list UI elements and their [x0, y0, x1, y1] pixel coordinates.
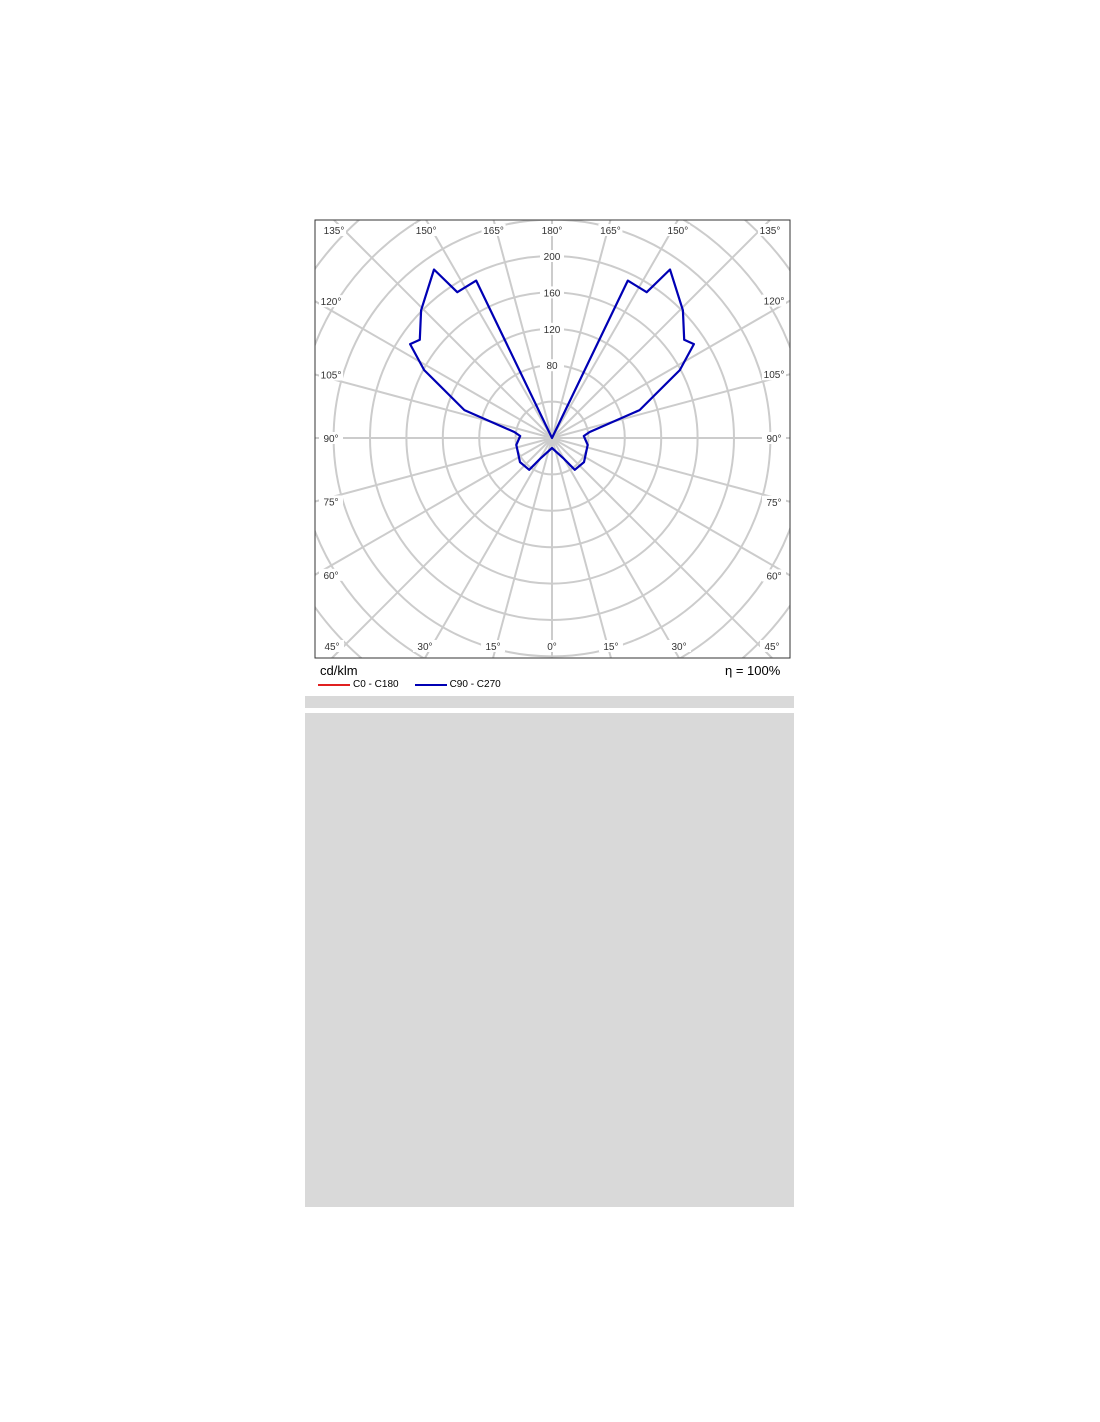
angle-label: 90°	[323, 434, 338, 445]
angle-label: 165°	[600, 226, 621, 237]
angle-label-bg	[762, 432, 786, 444]
grid-spoke	[551, 437, 680, 658]
grid-spoke	[492, 220, 553, 439]
angle-label-bg	[762, 368, 786, 381]
grid-spoke	[492, 437, 553, 658]
legend-label: C90 - C270	[449, 679, 501, 690]
grid-spoke	[424, 437, 553, 658]
radial-tick-label: 160	[544, 288, 561, 299]
angle-label: 105°	[321, 370, 342, 381]
radial-label-bg	[540, 322, 564, 335]
gray-panel	[305, 713, 794, 1207]
polar-chart: 0° 15° 15° 30° 30° 45° 45° 60° 60° 75° 75° 90° 90° 10…	[314, 219, 791, 659]
grid-spoke	[315, 300, 553, 439]
angle-label-bg	[598, 224, 623, 236]
legend-swatch	[414, 683, 447, 686]
efficiency-label: η = 100%	[725, 663, 781, 678]
angle-label: 150°	[416, 226, 437, 237]
legend: C0 - C180 C90 - C270	[318, 679, 501, 690]
angle-label: 120°	[321, 297, 342, 308]
angle-label: 60°	[323, 571, 338, 582]
angle-label-bg	[762, 569, 786, 582]
grid-spoke	[551, 220, 679, 439]
angle-label-bg	[319, 295, 343, 308]
angle-label-bg	[665, 224, 690, 236]
angle-label-bg	[540, 640, 564, 652]
grid-spoke	[551, 437, 773, 658]
angle-label: 15°	[603, 642, 618, 653]
angle-label: 30°	[671, 642, 686, 653]
angle-label-bg	[320, 640, 344, 652]
legend-item-c0-c180: C0 - C180	[318, 679, 399, 690]
angle-label: 30°	[417, 642, 432, 653]
angle-label-bg	[598, 640, 623, 652]
grid-spoke	[551, 437, 790, 503]
angle-label: 180°	[542, 226, 563, 237]
angle-label-bg	[319, 432, 343, 444]
angle-label: 105°	[764, 370, 785, 381]
gray-divider	[305, 696, 794, 708]
angle-label-bg	[540, 224, 564, 236]
angle-label-bg	[319, 568, 343, 581]
legend-swatch	[318, 683, 350, 686]
radial-label-bg	[540, 250, 564, 262]
angle-label-bg	[319, 368, 343, 381]
angle-label-bg	[758, 224, 782, 236]
series-curve-c90-c270	[409, 268, 695, 471]
angle-label: 135°	[324, 226, 345, 237]
angle-label: 45°	[324, 642, 339, 653]
angle-label: 165°	[483, 226, 504, 237]
grid-spoke	[551, 437, 612, 658]
grid-spoke	[551, 437, 790, 577]
angle-label: 135°	[760, 226, 781, 237]
angle-label: 60°	[766, 571, 781, 582]
grid-spoke	[315, 437, 553, 503]
grid-spoke	[551, 299, 790, 439]
radial-label-bg	[540, 286, 564, 299]
angle-label-bg	[481, 224, 506, 236]
angle-label-bg	[414, 224, 439, 236]
angle-label-bg	[760, 640, 784, 652]
grid-spoke	[551, 220, 771, 439]
angle-label-bg	[319, 495, 343, 508]
angle-label-bg	[667, 640, 692, 652]
unit-label: cd/klm	[320, 663, 358, 678]
radial-tick-label: 120	[544, 325, 561, 336]
angle-label: 0°	[547, 642, 557, 653]
angle-label: 45°	[764, 642, 779, 653]
grid-spoke	[551, 373, 790, 439]
grid-spoke	[331, 437, 553, 658]
angle-label: 75°	[766, 498, 781, 509]
angle-label: 150°	[668, 226, 689, 237]
angle-label: 75°	[323, 498, 338, 509]
grid-spoke	[315, 437, 553, 576]
radial-label-bg	[540, 359, 564, 372]
angle-label-bg	[412, 640, 437, 652]
legend-label: C0 - C180	[353, 679, 399, 690]
angle-label-bg	[322, 224, 346, 236]
radial-tick-label: 80	[546, 361, 558, 372]
angle-label: 120°	[764, 297, 785, 308]
grid-spoke	[425, 220, 553, 439]
angle-label-bg	[762, 294, 786, 307]
legend-item-c90-c270: C90 - C270	[414, 679, 501, 690]
grid-spoke	[315, 373, 553, 439]
radial-tick-label: 200	[544, 252, 561, 263]
grid-spoke	[333, 220, 553, 439]
angle-label: 15°	[485, 642, 500, 653]
angle-label-bg	[481, 640, 506, 652]
angle-label: 90°	[766, 434, 781, 445]
angle-label-bg	[762, 495, 786, 508]
plot-frame	[314, 219, 791, 659]
grid-spoke	[551, 220, 612, 439]
